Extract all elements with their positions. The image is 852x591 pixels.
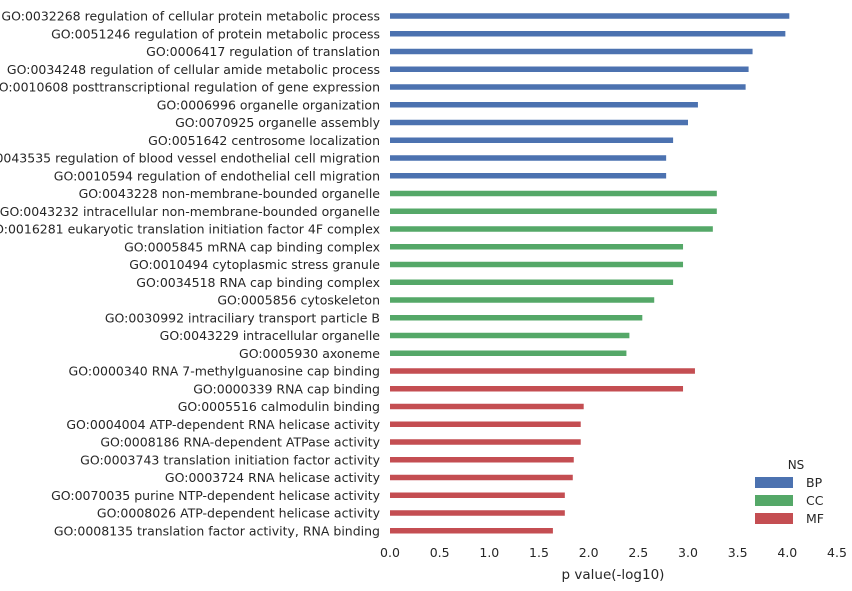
bar-mf bbox=[390, 528, 553, 534]
bar-mf bbox=[390, 386, 684, 392]
category-label: GO:0016281 eukaryotic translation initia… bbox=[0, 222, 380, 237]
bar-bp bbox=[390, 155, 667, 161]
legend-label-bp: BP bbox=[806, 475, 823, 490]
bar-cc bbox=[390, 297, 655, 303]
category-label: GO:0005516 calmodulin binding bbox=[178, 399, 380, 414]
category-label: GO:0000340 RNA 7-methylguanosine cap bin… bbox=[69, 364, 380, 379]
legend-swatch-mf bbox=[755, 513, 793, 524]
bar-bp bbox=[390, 119, 688, 126]
bar-cc bbox=[390, 208, 717, 214]
category-label: GO:0010494 cytoplasmic stress granule bbox=[129, 257, 380, 272]
category-label: GO:0005856 cytoskeleton bbox=[217, 293, 380, 308]
x-tick-label: 3.0 bbox=[678, 545, 698, 560]
category-label: GO:0051246 regulation of protein metabol… bbox=[51, 26, 380, 41]
category-label: GO:0043535 regulation of blood vessel en… bbox=[0, 151, 380, 166]
legend-label-cc: CC bbox=[806, 493, 824, 508]
bar-cc bbox=[390, 226, 713, 232]
bar-bp bbox=[390, 137, 674, 143]
x-tick-label: 0.5 bbox=[430, 545, 450, 560]
bar-bp bbox=[390, 173, 667, 179]
bar-cc bbox=[390, 244, 684, 250]
category-label: GO:0000339 RNA cap binding bbox=[193, 381, 380, 396]
category-label: GO:0003743 translation initiation factor… bbox=[80, 452, 380, 467]
bar-bp bbox=[390, 48, 753, 55]
bar-cc bbox=[390, 261, 684, 268]
category-label: GO:0008026 ATP-dependent helicase activi… bbox=[97, 506, 381, 521]
category-label: GO:0003724 RNA helicase activity bbox=[165, 470, 381, 485]
x-axis-title: p value(-log10) bbox=[562, 567, 665, 583]
bar-cc bbox=[390, 350, 627, 356]
x-tick-label: 2.0 bbox=[579, 545, 599, 560]
legend-swatch-cc bbox=[755, 495, 793, 506]
category-label: GO:0010608 posttranscriptional regulatio… bbox=[0, 80, 380, 95]
bar-cc bbox=[390, 279, 674, 285]
bar-mf bbox=[390, 368, 695, 374]
x-tick-label: 2.5 bbox=[628, 545, 648, 560]
category-label: GO:0004004 ATP-dependent RNA helicase ac… bbox=[66, 417, 380, 432]
category-label: GO:0005845 mRNA cap binding complex bbox=[124, 239, 380, 254]
category-label: GO:0070925 organelle assembly bbox=[175, 115, 381, 130]
bar-cc bbox=[390, 315, 643, 321]
bar-bp bbox=[390, 84, 746, 90]
bar-bp bbox=[390, 102, 698, 108]
bar-bp bbox=[390, 31, 786, 37]
category-label: GO:0008186 RNA-dependent ATPase activity bbox=[100, 435, 380, 450]
bar-cc bbox=[390, 332, 630, 339]
legend-label-mf: MF bbox=[806, 511, 824, 526]
category-label: GO:0070035 purine NTP-dependent helicase… bbox=[51, 488, 381, 503]
category-label: GO:0034518 RNA cap binding complex bbox=[136, 275, 380, 290]
category-label: GO:0006996 organelle organization bbox=[157, 97, 380, 112]
x-tick-label: 3.5 bbox=[728, 545, 748, 560]
x-tick-label: 4.5 bbox=[827, 545, 847, 560]
bars bbox=[390, 13, 790, 534]
category-label: GO:0051642 centrosome localization bbox=[148, 133, 380, 148]
category-label: GO:0032268 regulation of cellular protei… bbox=[1, 9, 380, 24]
category-labels: GO:0032268 regulation of cellular protei… bbox=[0, 9, 381, 539]
bar-mf bbox=[390, 492, 565, 498]
category-label: GO:0008135 translation factor activity, … bbox=[54, 523, 380, 538]
x-tick-label: 0.0 bbox=[380, 545, 400, 560]
bar-bp bbox=[390, 13, 790, 19]
category-label: GO:0030992 intraciliary transport partic… bbox=[105, 310, 380, 325]
category-label: GO:0034248 regulation of cellular amide … bbox=[7, 62, 380, 77]
bar-mf bbox=[390, 474, 573, 481]
legend-title: NS bbox=[788, 458, 805, 472]
category-label: GO:0043229 intracellular organelle bbox=[160, 328, 381, 343]
bar-bp bbox=[390, 66, 749, 72]
x-tick-label: 4.0 bbox=[777, 545, 797, 560]
category-label: GO:0043232 intracellular non-membrane-bo… bbox=[0, 204, 380, 219]
x-tick-labels: 0.0 0.5 1.0 1.5 2.0 2.5 3.0 3.5 4.0 4.5 bbox=[380, 545, 847, 560]
x-tick-label: 1.0 bbox=[479, 545, 499, 560]
category-label: GO:0005930 axoneme bbox=[239, 346, 380, 361]
legend: NS BP CC MF bbox=[755, 458, 824, 526]
legend-swatch-bp bbox=[755, 477, 793, 488]
bar-cc bbox=[390, 190, 717, 197]
bar-mf bbox=[390, 439, 581, 445]
x-tick-label: 1.5 bbox=[529, 545, 549, 560]
bar-mf bbox=[390, 510, 565, 516]
bar-mf bbox=[390, 457, 574, 463]
category-label: GO:0006417 regulation of translation bbox=[146, 44, 380, 59]
category-label: GO:0043228 non-membrane-bounded organell… bbox=[79, 186, 381, 201]
bar-mf bbox=[390, 421, 581, 427]
category-label: GO:0010594 regulation of endothelial cel… bbox=[54, 168, 380, 183]
bar-mf bbox=[390, 403, 584, 410]
